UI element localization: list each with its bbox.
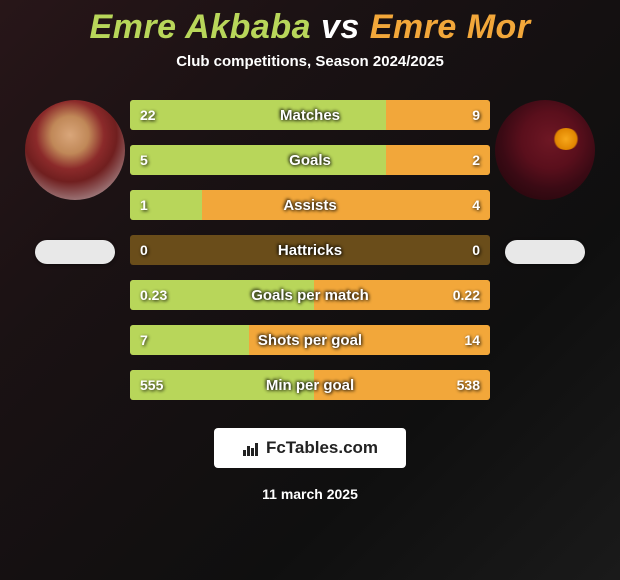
stat-label: Hattricks — [130, 242, 490, 259]
content-container: Emre Akbaba vs Emre Mor Club competition… — [0, 0, 620, 580]
stat-bar: 0.230.22Goals per match — [130, 280, 490, 310]
main-row: 229Matches 52Goals 14Assists 00Hattricks 0.2… — [0, 100, 620, 400]
vs-text: vs — [321, 8, 360, 46]
stat-label: Shots per goal — [130, 332, 490, 349]
stats-bars-container: 229Matches 52Goals 14Assists 00Hattricks 0.2… — [130, 100, 490, 400]
stat-label: Goals per match — [130, 287, 490, 304]
player1-flag — [35, 240, 115, 264]
brand-chart-icon — [242, 439, 260, 457]
player1-column — [20, 100, 130, 264]
date-text: 11 march 2025 — [262, 486, 358, 502]
player2-flag — [505, 240, 585, 264]
stat-bar: 14Assists — [130, 190, 490, 220]
stat-label: Min per goal — [130, 377, 490, 394]
stat-bar: 229Matches — [130, 100, 490, 130]
comparison-title: Emre Akbaba vs Emre Mor — [89, 8, 530, 47]
stat-label: Matches — [130, 107, 490, 124]
brand-badge: FcTables.com — [214, 428, 406, 468]
player2-avatar — [495, 100, 595, 200]
subtitle: Club competitions, Season 2024/2025 — [176, 53, 444, 70]
stat-bar: 00Hattricks — [130, 235, 490, 265]
brand-text: FcTables.com — [266, 438, 378, 458]
player2-column — [490, 100, 600, 264]
stat-bar: 555538Min per goal — [130, 370, 490, 400]
stat-bar: 714Shots per goal — [130, 325, 490, 355]
player2-name: Emre Mor — [370, 8, 531, 46]
player1-name: Emre Akbaba — [89, 8, 311, 46]
player1-avatar — [25, 100, 125, 200]
stat-label: Assists — [130, 197, 490, 214]
stat-label: Goals — [130, 152, 490, 169]
stat-bar: 52Goals — [130, 145, 490, 175]
